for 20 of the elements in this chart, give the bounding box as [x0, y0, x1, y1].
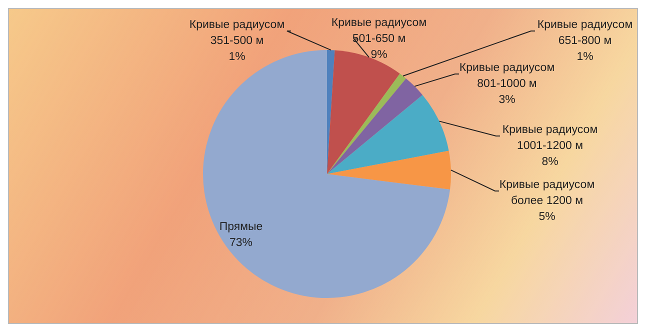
- pie-slice: [327, 74, 406, 174]
- slice-label: Кривые радиусом более 1200 м: [499, 179, 595, 207]
- slice-label: Кривые радиусом 801-1000 м: [459, 62, 555, 90]
- data-label: 73%: [229, 237, 253, 249]
- slice-label: Прямые: [219, 221, 263, 233]
- pie-slice: [327, 78, 423, 174]
- slice-label: Кривые радиусом 351-500 м: [189, 19, 285, 47]
- slice-label: Кривые радиусом 651-800 м: [537, 19, 633, 47]
- data-label: 5%: [538, 211, 556, 223]
- pie-slice: [327, 50, 400, 174]
- data-label: 1%: [228, 51, 246, 63]
- data-label: 3%: [498, 94, 516, 106]
- pie-slice: [327, 150, 451, 190]
- slice-label: Кривые радиусом 501-650 м: [331, 17, 427, 45]
- slice-label: Кривые радиусом 1001-1200 м: [502, 124, 598, 152]
- data-label: 1%: [576, 51, 594, 63]
- data-label: 8%: [542, 156, 558, 168]
- data-label: 9%: [370, 49, 388, 61]
- pie-slice: [203, 50, 450, 298]
- pie-slice: [327, 94, 449, 174]
